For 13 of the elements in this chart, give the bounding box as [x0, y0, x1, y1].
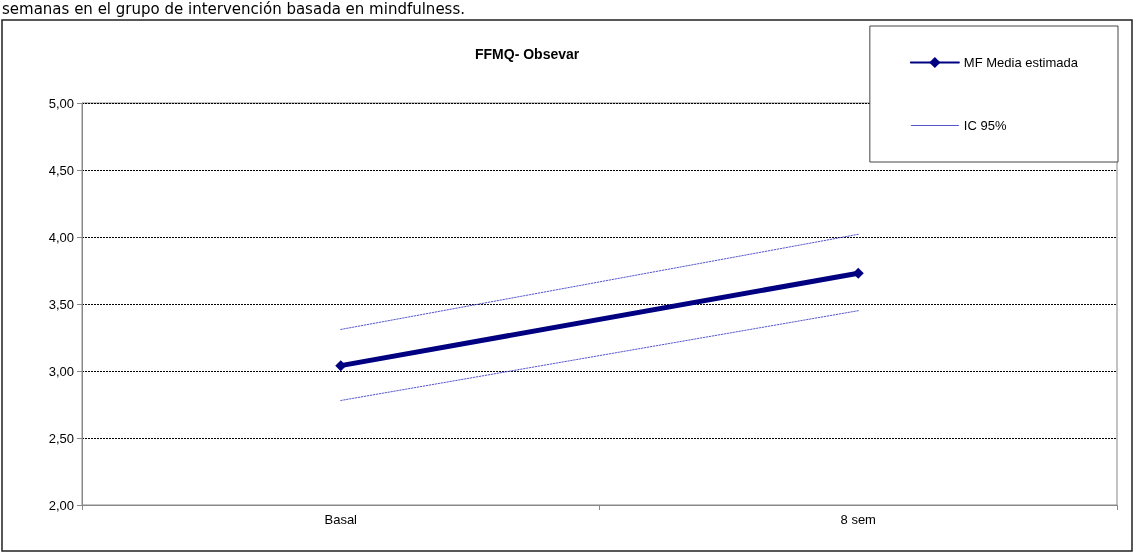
y-tick-label: 2,50	[48, 430, 74, 446]
y-tick-label: 3,00	[48, 363, 74, 379]
text: semanas en el grupo de intervención basada en mindfulness.	[2, 0, 466, 18]
legend-label: IC 95%	[963, 118, 1007, 133]
y-tick-label: 4,00	[48, 229, 74, 245]
y-tick-label: 4,50	[48, 162, 74, 178]
y-tick-label: 3,50	[48, 296, 74, 312]
x-tick-label: 8 sem	[840, 512, 876, 527]
y-tick-label: 2,00	[48, 497, 74, 513]
y-tick-label: 5,00	[48, 95, 74, 111]
legend-label: MF Media estimada	[963, 55, 1079, 70]
x-tick-label: Basal	[324, 512, 358, 527]
chart-title: FFMQ- Obsevar	[475, 46, 580, 62]
